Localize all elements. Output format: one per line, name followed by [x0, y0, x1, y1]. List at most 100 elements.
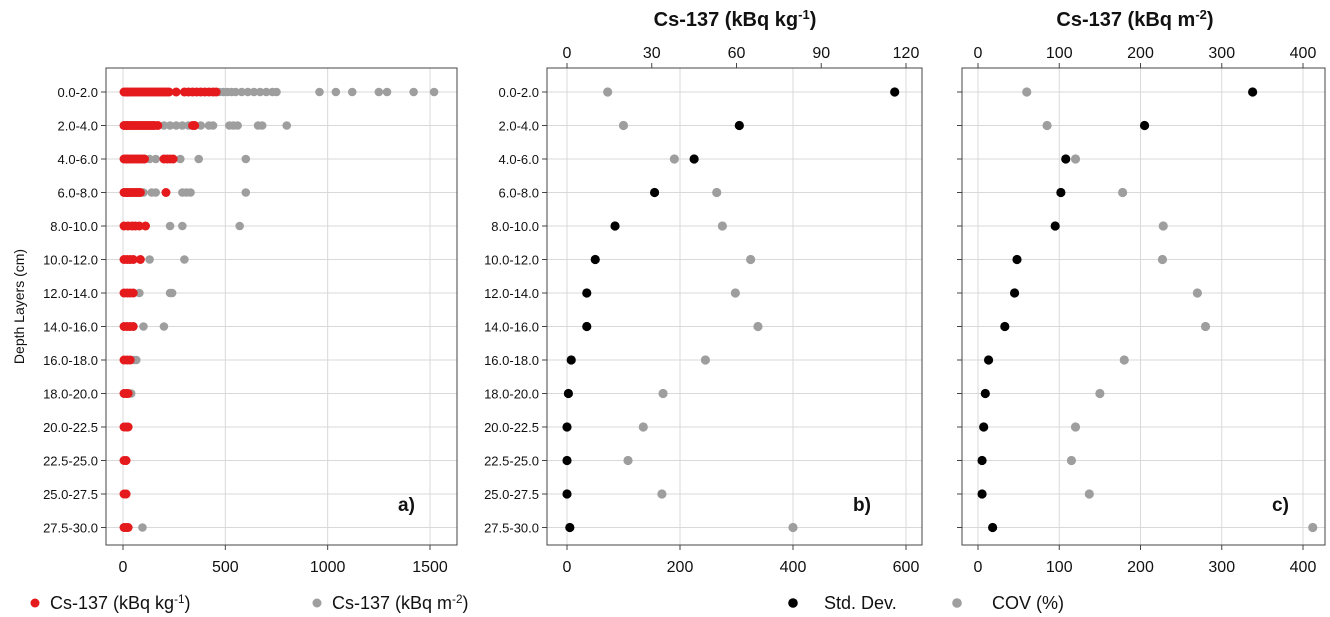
point-cs137-area — [151, 188, 161, 197]
panel-c-xtick-label: 0 — [974, 559, 983, 576]
panel-b-depth-label: 10.0-12.0 — [484, 253, 539, 268]
point-cs137-area — [186, 188, 195, 197]
y-axis-label: Depth Layers (cm) — [11, 249, 27, 364]
point-cov — [700, 355, 711, 365]
panel-a-depth-label: 2.0-4.0 — [58, 119, 98, 134]
point-std-dev — [1012, 254, 1022, 265]
point-std-dev — [566, 355, 576, 365]
point-cs137-mass — [123, 523, 133, 532]
point-cs137-mass — [128, 322, 138, 331]
point-cs137-area — [145, 255, 154, 264]
point-cs137-area — [196, 121, 206, 130]
panel-a-xtick-label: 1000 — [310, 559, 346, 576]
point-cov — [618, 120, 629, 131]
point-cs137-area — [231, 87, 240, 97]
panel-b-depth-label: 12.0-14.0 — [484, 286, 539, 301]
point-std-dev — [610, 221, 620, 231]
point-cs137-mass — [168, 154, 178, 164]
point-cs137-area — [331, 87, 341, 97]
legends: Cs-137 (kBq kg-1) Cs-137 (kBq m-2) Std. De… — [30, 593, 1064, 613]
point-std-dev — [979, 422, 989, 432]
point-cs137-area — [178, 121, 187, 130]
point-cov — [1070, 422, 1081, 432]
panel-a-depth-label: 25.0-27.5 — [43, 487, 98, 502]
point-cs137-area — [165, 121, 175, 130]
point-cs137-area — [429, 87, 439, 97]
point-cov — [1158, 221, 1168, 231]
point-std-dev — [562, 422, 572, 432]
point-cov — [1042, 120, 1052, 131]
point-cs137-mass — [171, 87, 181, 97]
panel-b-depth-label: 4.0-6.0 — [499, 152, 539, 167]
panel-b-depth-label: 18.0-20.0 — [484, 387, 539, 402]
panel-c-xtick-label: 300 — [1208, 559, 1235, 576]
panel-b-top-tick-label: 0 — [563, 45, 572, 62]
panel-a-depth-label: 14.0-16.0 — [43, 320, 98, 335]
point-cs137-area — [282, 121, 292, 130]
point-cs137-area — [178, 221, 187, 231]
panel-c-label: c) — [1272, 495, 1289, 516]
point-cs137-mass — [190, 121, 200, 130]
legend-label-cov: COV (%) — [992, 593, 1064, 613]
point-cov — [669, 154, 679, 164]
point-std-dev — [988, 522, 998, 533]
point-cs137-area — [176, 154, 185, 164]
point-std-dev — [582, 288, 592, 298]
point-cs137-area — [374, 87, 384, 97]
point-std-dev — [1139, 120, 1150, 131]
panel-a-frame — [105, 67, 458, 546]
point-std-dev — [1056, 187, 1066, 198]
point-cs137-area — [132, 355, 141, 365]
panel-a-depth-label: 4.0-6.0 — [58, 152, 98, 167]
point-cs137-mass — [128, 288, 138, 298]
panel-a-depth-label: 27.5-30.0 — [43, 521, 98, 536]
panel-a-xtick-label: 1500 — [412, 559, 448, 576]
point-cs137-area — [165, 221, 175, 231]
panel-b-top-tick-label: 90 — [812, 45, 830, 62]
point-cov — [1157, 254, 1168, 265]
point-cs137-area — [272, 87, 281, 97]
point-cov — [1095, 388, 1105, 399]
point-cov — [657, 489, 667, 499]
point-cs137-mass — [161, 188, 171, 197]
point-std-dev — [1050, 221, 1060, 231]
panel-b-top-tick-label: 60 — [728, 45, 746, 62]
point-cs137-mass — [121, 489, 131, 499]
panel-a-depth-label: 18.0-20.0 — [43, 387, 98, 402]
panel-b-depth-label: 8.0-10.0 — [491, 219, 539, 234]
point-cov — [746, 254, 756, 265]
panel-b-depth-label: 27.5-30.0 — [484, 521, 539, 536]
point-cs137-mass — [121, 456, 131, 465]
point-cs137-area — [235, 221, 244, 231]
panel-b-top-tick-label: 120 — [893, 45, 920, 62]
panel-b-top-tick-label: 30 — [643, 45, 661, 62]
panel-a-depth-label: 12.0-14.0 — [43, 286, 98, 301]
point-std-dev — [1061, 154, 1071, 164]
panel-a-label: a) — [398, 495, 415, 516]
point-cov — [1200, 321, 1211, 332]
point-cs137-area — [180, 255, 189, 264]
point-cov — [1119, 355, 1129, 365]
point-cs137-area — [138, 523, 147, 532]
panel-b-label: b) — [853, 495, 871, 516]
point-cs137-mass — [164, 87, 174, 97]
point-cs137-mass — [141, 221, 151, 231]
point-std-dev — [562, 489, 572, 499]
point-std-dev — [582, 321, 592, 332]
point-cov — [788, 522, 798, 533]
point-cs137-mass — [123, 422, 133, 432]
point-cs137-area — [194, 154, 204, 164]
point-cs137-area — [257, 121, 267, 130]
point-std-dev — [1248, 87, 1258, 97]
panel-b: 0.0-2.0 2.0-4.0 4.0-6.0 6.0-8.0 8.0-10.0 10.0… — [484, 7, 923, 576]
point-cs137-area — [139, 322, 148, 331]
legend-marker-std-dev — [788, 598, 798, 608]
point-std-dev — [562, 455, 572, 466]
legend-label-std-dev: Std. Dev. — [824, 593, 897, 613]
panel-a-xtick-label: 500 — [212, 559, 239, 576]
point-cs137-mass — [123, 389, 133, 398]
point-cs137-mass — [135, 255, 145, 264]
point-std-dev — [983, 355, 994, 365]
panel-c-top-tick-label: 300 — [1208, 45, 1235, 62]
point-cs137-area — [159, 121, 169, 130]
